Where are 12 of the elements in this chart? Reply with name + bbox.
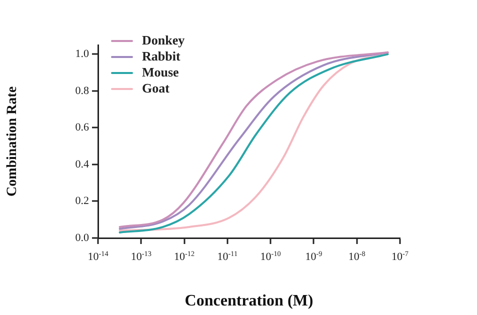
x-axis-title: Concentration (M) (184, 292, 314, 310)
y-tick-label: 1.0 (75, 48, 90, 60)
legend-label: Donkey (142, 32, 186, 48)
y-tick-label: 0.6 (75, 122, 90, 134)
y-tick-label: 0.0 (75, 232, 90, 244)
y-tick-label: 0.4 (75, 158, 90, 170)
legend-label: Rabbit (142, 48, 181, 64)
y-tick-label: 0.8 (75, 84, 90, 97)
y-axis-title: Combination Rate (5, 86, 20, 197)
legend-label: Mouse (142, 64, 180, 80)
legend-label: Goat (142, 80, 170, 96)
y-tick-label: 0.2 (75, 195, 89, 208)
